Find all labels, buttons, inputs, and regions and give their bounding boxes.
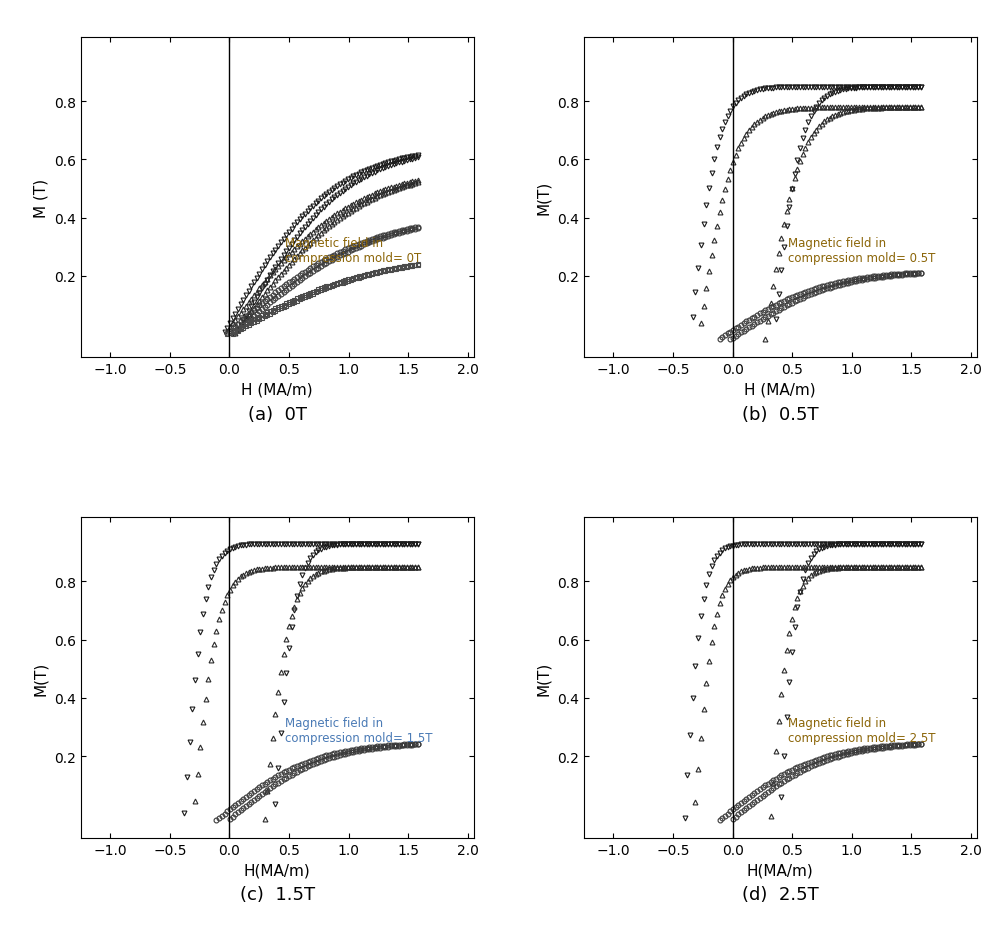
Y-axis label: M(T): M(T) bbox=[537, 661, 551, 695]
Text: Magnetic field in
compression mold= 0T: Magnetic field in compression mold= 0T bbox=[285, 236, 421, 265]
Text: (a)  0T: (a) 0T bbox=[248, 406, 306, 424]
Text: (c)  1.5T: (c) 1.5T bbox=[240, 885, 314, 903]
Y-axis label: M(T): M(T) bbox=[537, 181, 551, 215]
Text: (d)  2.5T: (d) 2.5T bbox=[742, 885, 819, 903]
X-axis label: H (MA/m): H (MA/m) bbox=[744, 383, 816, 397]
X-axis label: H(MA/m): H(MA/m) bbox=[244, 863, 310, 877]
Text: Magnetic field in
compression mold= 2.5T: Magnetic field in compression mold= 2.5T bbox=[788, 716, 936, 744]
Text: (b)  0.5T: (b) 0.5T bbox=[742, 406, 819, 424]
Text: Magnetic field in
compression mold= 1.5T: Magnetic field in compression mold= 1.5T bbox=[285, 716, 432, 744]
X-axis label: H(MA/m): H(MA/m) bbox=[747, 863, 814, 877]
Text: Magnetic field in
compression mold= 0.5T: Magnetic field in compression mold= 0.5T bbox=[788, 236, 936, 265]
Y-axis label: M (T): M (T) bbox=[33, 178, 48, 218]
X-axis label: H (MA/m): H (MA/m) bbox=[242, 383, 313, 397]
Y-axis label: M(T): M(T) bbox=[33, 661, 48, 695]
